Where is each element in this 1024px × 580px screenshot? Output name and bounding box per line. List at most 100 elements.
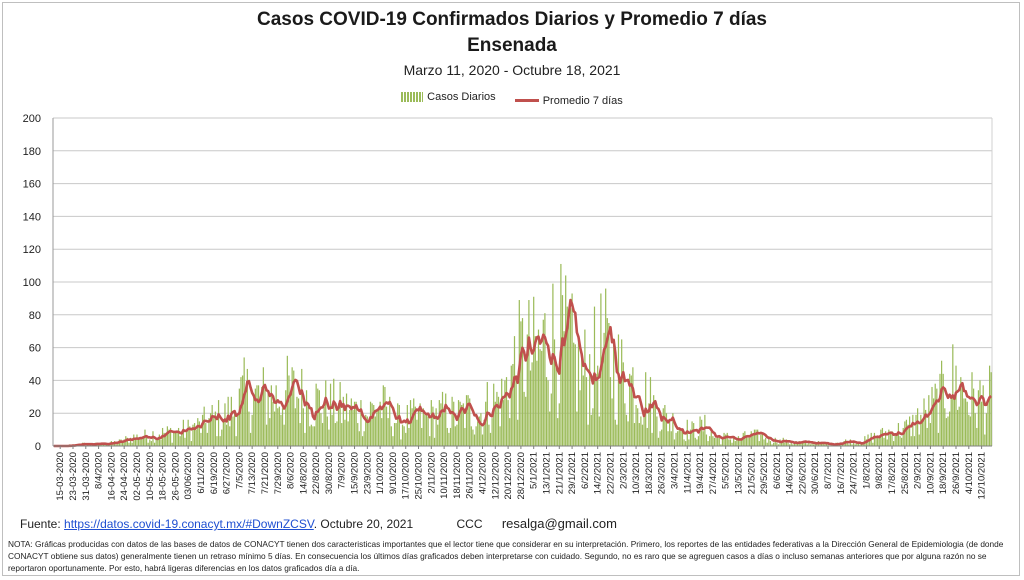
interpretation-note: NOTA: Gráficas producidas con datos de l… xyxy=(8,539,1004,573)
daily-case-bar xyxy=(883,437,885,446)
legend-item-7day-average: Promedio 7 días xyxy=(514,95,623,107)
daily-case-bar xyxy=(878,437,880,446)
daily-case-bar xyxy=(896,434,898,446)
daily-case-bar xyxy=(297,398,300,446)
daily-case-bar xyxy=(942,373,944,446)
daily-case-bar xyxy=(605,288,607,446)
daily-case-bar xyxy=(273,411,276,446)
daily-case-bar xyxy=(974,413,976,446)
daily-case-bar xyxy=(379,401,381,446)
x-tick-label: 2/11/2020 xyxy=(426,452,437,494)
daily-case-bar xyxy=(483,419,485,446)
daily-case-bar xyxy=(198,421,200,446)
daily-case-bar xyxy=(265,424,268,446)
daily-case-bar xyxy=(977,390,980,446)
daily-case-bar xyxy=(624,403,626,446)
daily-case-bar xyxy=(576,411,578,446)
x-tick-label: 6/6/2021 xyxy=(772,452,783,489)
daily-case-bar xyxy=(971,372,973,446)
daily-case-bar xyxy=(425,413,428,446)
daily-case-bar xyxy=(929,423,932,446)
daily-case-bar xyxy=(254,388,256,446)
daily-case-bar xyxy=(160,439,162,446)
daily-case-bar xyxy=(285,390,287,446)
daily-case-bar xyxy=(309,426,311,446)
daily-case-bar xyxy=(928,395,930,446)
daily-case-bar xyxy=(813,444,815,446)
daily-case-bar xyxy=(550,393,552,446)
daily-case-bar xyxy=(904,421,906,446)
daily-case-bar xyxy=(441,391,444,446)
daily-case-bar xyxy=(945,418,948,446)
daily-case-bar xyxy=(310,424,312,446)
daily-case-bar xyxy=(902,427,904,446)
daily-case-bar xyxy=(155,437,157,446)
daily-case-bar xyxy=(725,434,727,446)
daily-case-bar xyxy=(173,431,175,446)
author-initials: CCC xyxy=(456,517,483,531)
daily-case-bar xyxy=(709,436,711,446)
x-tick-label: 23/9/2020 xyxy=(362,452,373,494)
daily-case-bar xyxy=(193,423,196,446)
daily-case-bar xyxy=(414,406,416,446)
daily-case-bar xyxy=(949,411,951,446)
daily-case-bar xyxy=(209,413,212,446)
daily-case-bar xyxy=(737,436,740,446)
daily-case-bar xyxy=(313,426,316,446)
daily-case-bar xyxy=(147,442,149,446)
daily-case-bar xyxy=(299,423,301,446)
daily-case-bar xyxy=(507,400,509,446)
daily-case-bar xyxy=(630,375,632,446)
daily-case-bar xyxy=(728,439,730,446)
x-tick-label: 31-03-2020 xyxy=(81,452,92,501)
daily-case-bar xyxy=(933,398,935,446)
daily-case-bar xyxy=(869,439,871,446)
daily-case-bar xyxy=(547,380,549,446)
daily-case-bar xyxy=(123,439,125,446)
daily-case-bar xyxy=(814,442,816,446)
daily-case-bar xyxy=(606,318,608,446)
daily-case-bar xyxy=(235,436,237,446)
daily-case-bar xyxy=(337,403,340,446)
daily-case-bar xyxy=(275,385,277,446)
daily-case-bar xyxy=(205,423,207,446)
x-tick-label: 16/7/2021 xyxy=(836,452,847,494)
daily-case-bar xyxy=(437,424,439,446)
daily-case-bar xyxy=(185,429,188,446)
daily-case-bar xyxy=(846,441,848,446)
daily-case-bar xyxy=(745,436,748,446)
daily-case-bar xyxy=(422,408,424,446)
daily-case-bar xyxy=(421,427,423,446)
daily-case-bar xyxy=(625,414,628,446)
daily-case-bar xyxy=(544,313,546,446)
daily-case-bar xyxy=(141,437,143,446)
daily-case-bar xyxy=(657,437,660,446)
daily-case-bar xyxy=(789,444,791,446)
x-tick-label: 14/6/2021 xyxy=(785,452,796,494)
daily-case-bar xyxy=(957,409,959,446)
x-tick-label: 10-05-2020 xyxy=(145,452,156,501)
daily-case-bar xyxy=(357,423,359,446)
x-tick-label: 25/8/2021 xyxy=(900,452,911,494)
daily-case-bar xyxy=(472,429,474,446)
x-tick-label: 6/19/2020 xyxy=(209,452,220,494)
daily-case-bar xyxy=(243,357,245,446)
daily-case-bar xyxy=(579,390,581,446)
source-link[interactable]: https://datos.covid-19.conacyt.mx/#DownZ… xyxy=(64,517,314,531)
daily-case-bar xyxy=(816,444,818,446)
daily-case-bar xyxy=(363,431,365,446)
daily-case-bar xyxy=(325,380,327,446)
daily-case-bar xyxy=(953,396,956,446)
daily-case-bar xyxy=(545,377,548,446)
daily-case-bar xyxy=(765,437,767,446)
daily-case-bar xyxy=(592,408,594,446)
daily-case-bar xyxy=(385,406,388,446)
x-tick-label: 2/3/2021 xyxy=(618,452,629,489)
x-tick-label: 2/9/2021 xyxy=(913,452,924,489)
legend-swatch-line xyxy=(514,99,539,102)
x-tick-label: 7/5/2020 xyxy=(234,452,245,489)
chart-title-location: Ensenada xyxy=(467,35,557,56)
daily-case-bar xyxy=(171,442,173,446)
daily-case-bar xyxy=(222,419,224,446)
